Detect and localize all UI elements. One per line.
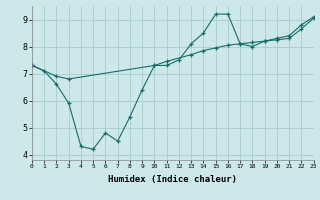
X-axis label: Humidex (Indice chaleur): Humidex (Indice chaleur) xyxy=(108,175,237,184)
